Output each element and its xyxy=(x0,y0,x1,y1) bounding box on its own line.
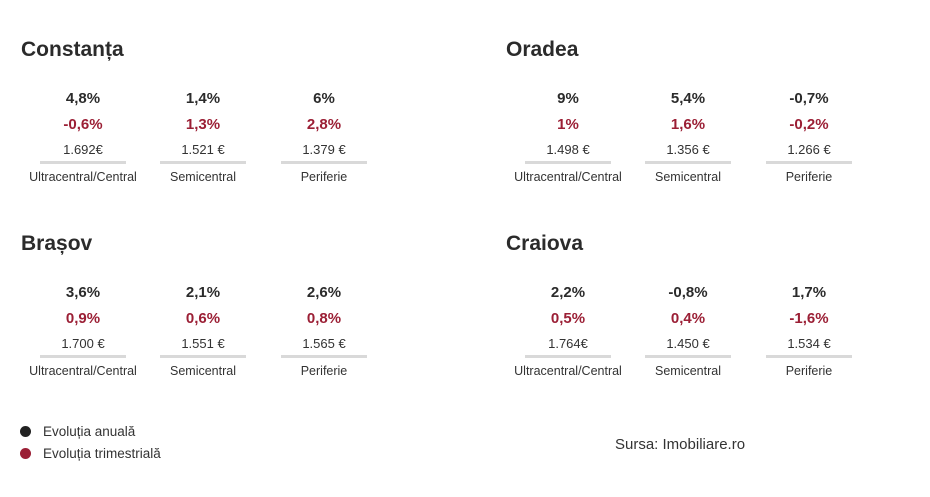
annual-change: 2,1% xyxy=(185,284,221,301)
annual-change: 9% xyxy=(557,90,579,107)
quarterly-change: -0,6% xyxy=(63,116,103,133)
divider xyxy=(160,161,246,164)
column-ultracentral: 3,6% 0,9% 1.700 € Ultracentral/Central xyxy=(23,284,143,378)
zone-label: Semicentral xyxy=(655,170,721,184)
price-per-sqm: 1.356 € xyxy=(666,142,710,157)
quarterly-change: 1% xyxy=(557,116,579,133)
source-note: Sursa: Imobiliare.ro xyxy=(615,436,746,453)
column-periferie: 1,7% -1,6% 1.534 € Periferie xyxy=(749,284,869,378)
quarterly-change: 0,5% xyxy=(550,310,586,327)
annual-change: 1,7% xyxy=(791,284,827,301)
dot-icon xyxy=(20,425,31,437)
column-periferie: 6% 2,8% 1.379 € Periferie xyxy=(264,90,384,184)
zone-label: Periferie xyxy=(785,170,833,184)
annual-change: 1,4% xyxy=(185,90,221,107)
zone-label: Semicentral xyxy=(170,170,236,184)
price-per-sqm: 1.521 € xyxy=(181,142,225,157)
price-per-sqm: 1.700 € xyxy=(61,336,105,351)
legend-item-quarterly: Evoluția trimestrială xyxy=(20,442,161,464)
annual-change: 2,2% xyxy=(550,284,586,301)
legend-item-annual: Evoluția anuală xyxy=(20,420,161,442)
zone-label: Periferie xyxy=(300,364,348,378)
column-semicentral: 5,4% 1,6% 1.356 € Semicentral xyxy=(628,90,748,184)
divider xyxy=(645,161,731,164)
zone-label: Periferie xyxy=(300,170,348,184)
city-title: Craiova xyxy=(506,232,584,255)
city-block-brasov: Brașov 3,6% 0,9% 1.700 € Ultracentral/Ce… xyxy=(21,232,441,402)
column-semicentral: 2,1% 0,6% 1.551 € Semicentral xyxy=(143,284,263,378)
divider xyxy=(645,355,731,358)
divider xyxy=(160,355,246,358)
annual-change: 2,6% xyxy=(306,284,342,301)
zone-label: Ultracentral/Central xyxy=(29,170,137,184)
divider xyxy=(525,161,611,164)
divider xyxy=(281,355,367,358)
city-block-oradea: Oradea 9% 1% 1.498 € Ultracentral/Centra… xyxy=(506,38,926,208)
price-per-sqm: 1.534 € xyxy=(787,336,831,351)
annual-change: -0,8% xyxy=(668,284,708,301)
divider xyxy=(281,161,367,164)
annual-change: 5,4% xyxy=(670,90,706,107)
price-per-sqm: 1.498 € xyxy=(546,142,590,157)
price-per-sqm: 1.764€ xyxy=(548,336,588,351)
zone-label: Ultracentral/Central xyxy=(29,364,137,378)
column-semicentral: -0,8% 0,4% 1.450 € Semicentral xyxy=(628,284,748,378)
quarterly-change: 1,6% xyxy=(670,116,706,133)
zone-label: Ultracentral/Central xyxy=(514,170,622,184)
column-periferie: 2,6% 0,8% 1.565 € Periferie xyxy=(264,284,384,378)
price-per-sqm: 1.565 € xyxy=(302,336,346,351)
divider xyxy=(525,355,611,358)
quarterly-change: 0,4% xyxy=(670,310,706,327)
price-per-sqm: 1.266 € xyxy=(787,142,831,157)
annual-change: 6% xyxy=(313,90,335,107)
divider xyxy=(766,161,852,164)
divider xyxy=(40,161,126,164)
price-per-sqm: 1.551 € xyxy=(181,336,225,351)
divider xyxy=(40,355,126,358)
column-semicentral: 1,4% 1,3% 1.521 € Semicentral xyxy=(143,90,263,184)
annual-change: 3,6% xyxy=(65,284,101,301)
quarterly-change: -1,6% xyxy=(789,310,829,327)
city-title: Constanța xyxy=(21,38,124,61)
column-ultracentral: 9% 1% 1.498 € Ultracentral/Central xyxy=(508,90,628,184)
zone-label: Semicentral xyxy=(655,364,721,378)
zone-label: Ultracentral/Central xyxy=(514,364,622,378)
divider xyxy=(766,355,852,358)
price-per-sqm: 1.379 € xyxy=(302,142,346,157)
city-title: Brașov xyxy=(21,232,93,255)
price-per-sqm: 1.692€ xyxy=(63,142,103,157)
quarterly-change: 2,8% xyxy=(306,116,342,133)
column-ultracentral: 2,2% 0,5% 1.764€ Ultracentral/Central xyxy=(508,284,628,378)
quarterly-change: 1,3% xyxy=(185,116,221,133)
zone-label: Semicentral xyxy=(170,364,236,378)
column-periferie: -0,7% -0,2% 1.266 € Periferie xyxy=(749,90,869,184)
quarterly-change: 0,6% xyxy=(185,310,221,327)
city-title: Oradea xyxy=(506,38,579,61)
dot-icon xyxy=(20,447,31,459)
price-per-sqm: 1.450 € xyxy=(666,336,710,351)
zone-label: Periferie xyxy=(785,364,833,378)
city-block-craiova: Craiova 2,2% 0,5% 1.764€ Ultracentral/Ce… xyxy=(506,232,926,402)
annual-change: -0,7% xyxy=(789,90,829,107)
city-block-constanta: Constanța 4,8% -0,6% 1.692€ Ultracentral… xyxy=(21,38,441,208)
quarterly-change: 0,8% xyxy=(306,310,342,327)
legend: Evoluția anuală Evoluția trimestrială xyxy=(20,420,161,464)
column-ultracentral: 4,8% -0,6% 1.692€ Ultracentral/Central xyxy=(23,90,143,184)
legend-label: Evoluția anuală xyxy=(43,423,136,439)
legend-label: Evoluția trimestrială xyxy=(43,445,161,461)
quarterly-change: -0,2% xyxy=(789,116,829,133)
annual-change: 4,8% xyxy=(65,90,101,107)
quarterly-change: 0,9% xyxy=(65,310,101,327)
